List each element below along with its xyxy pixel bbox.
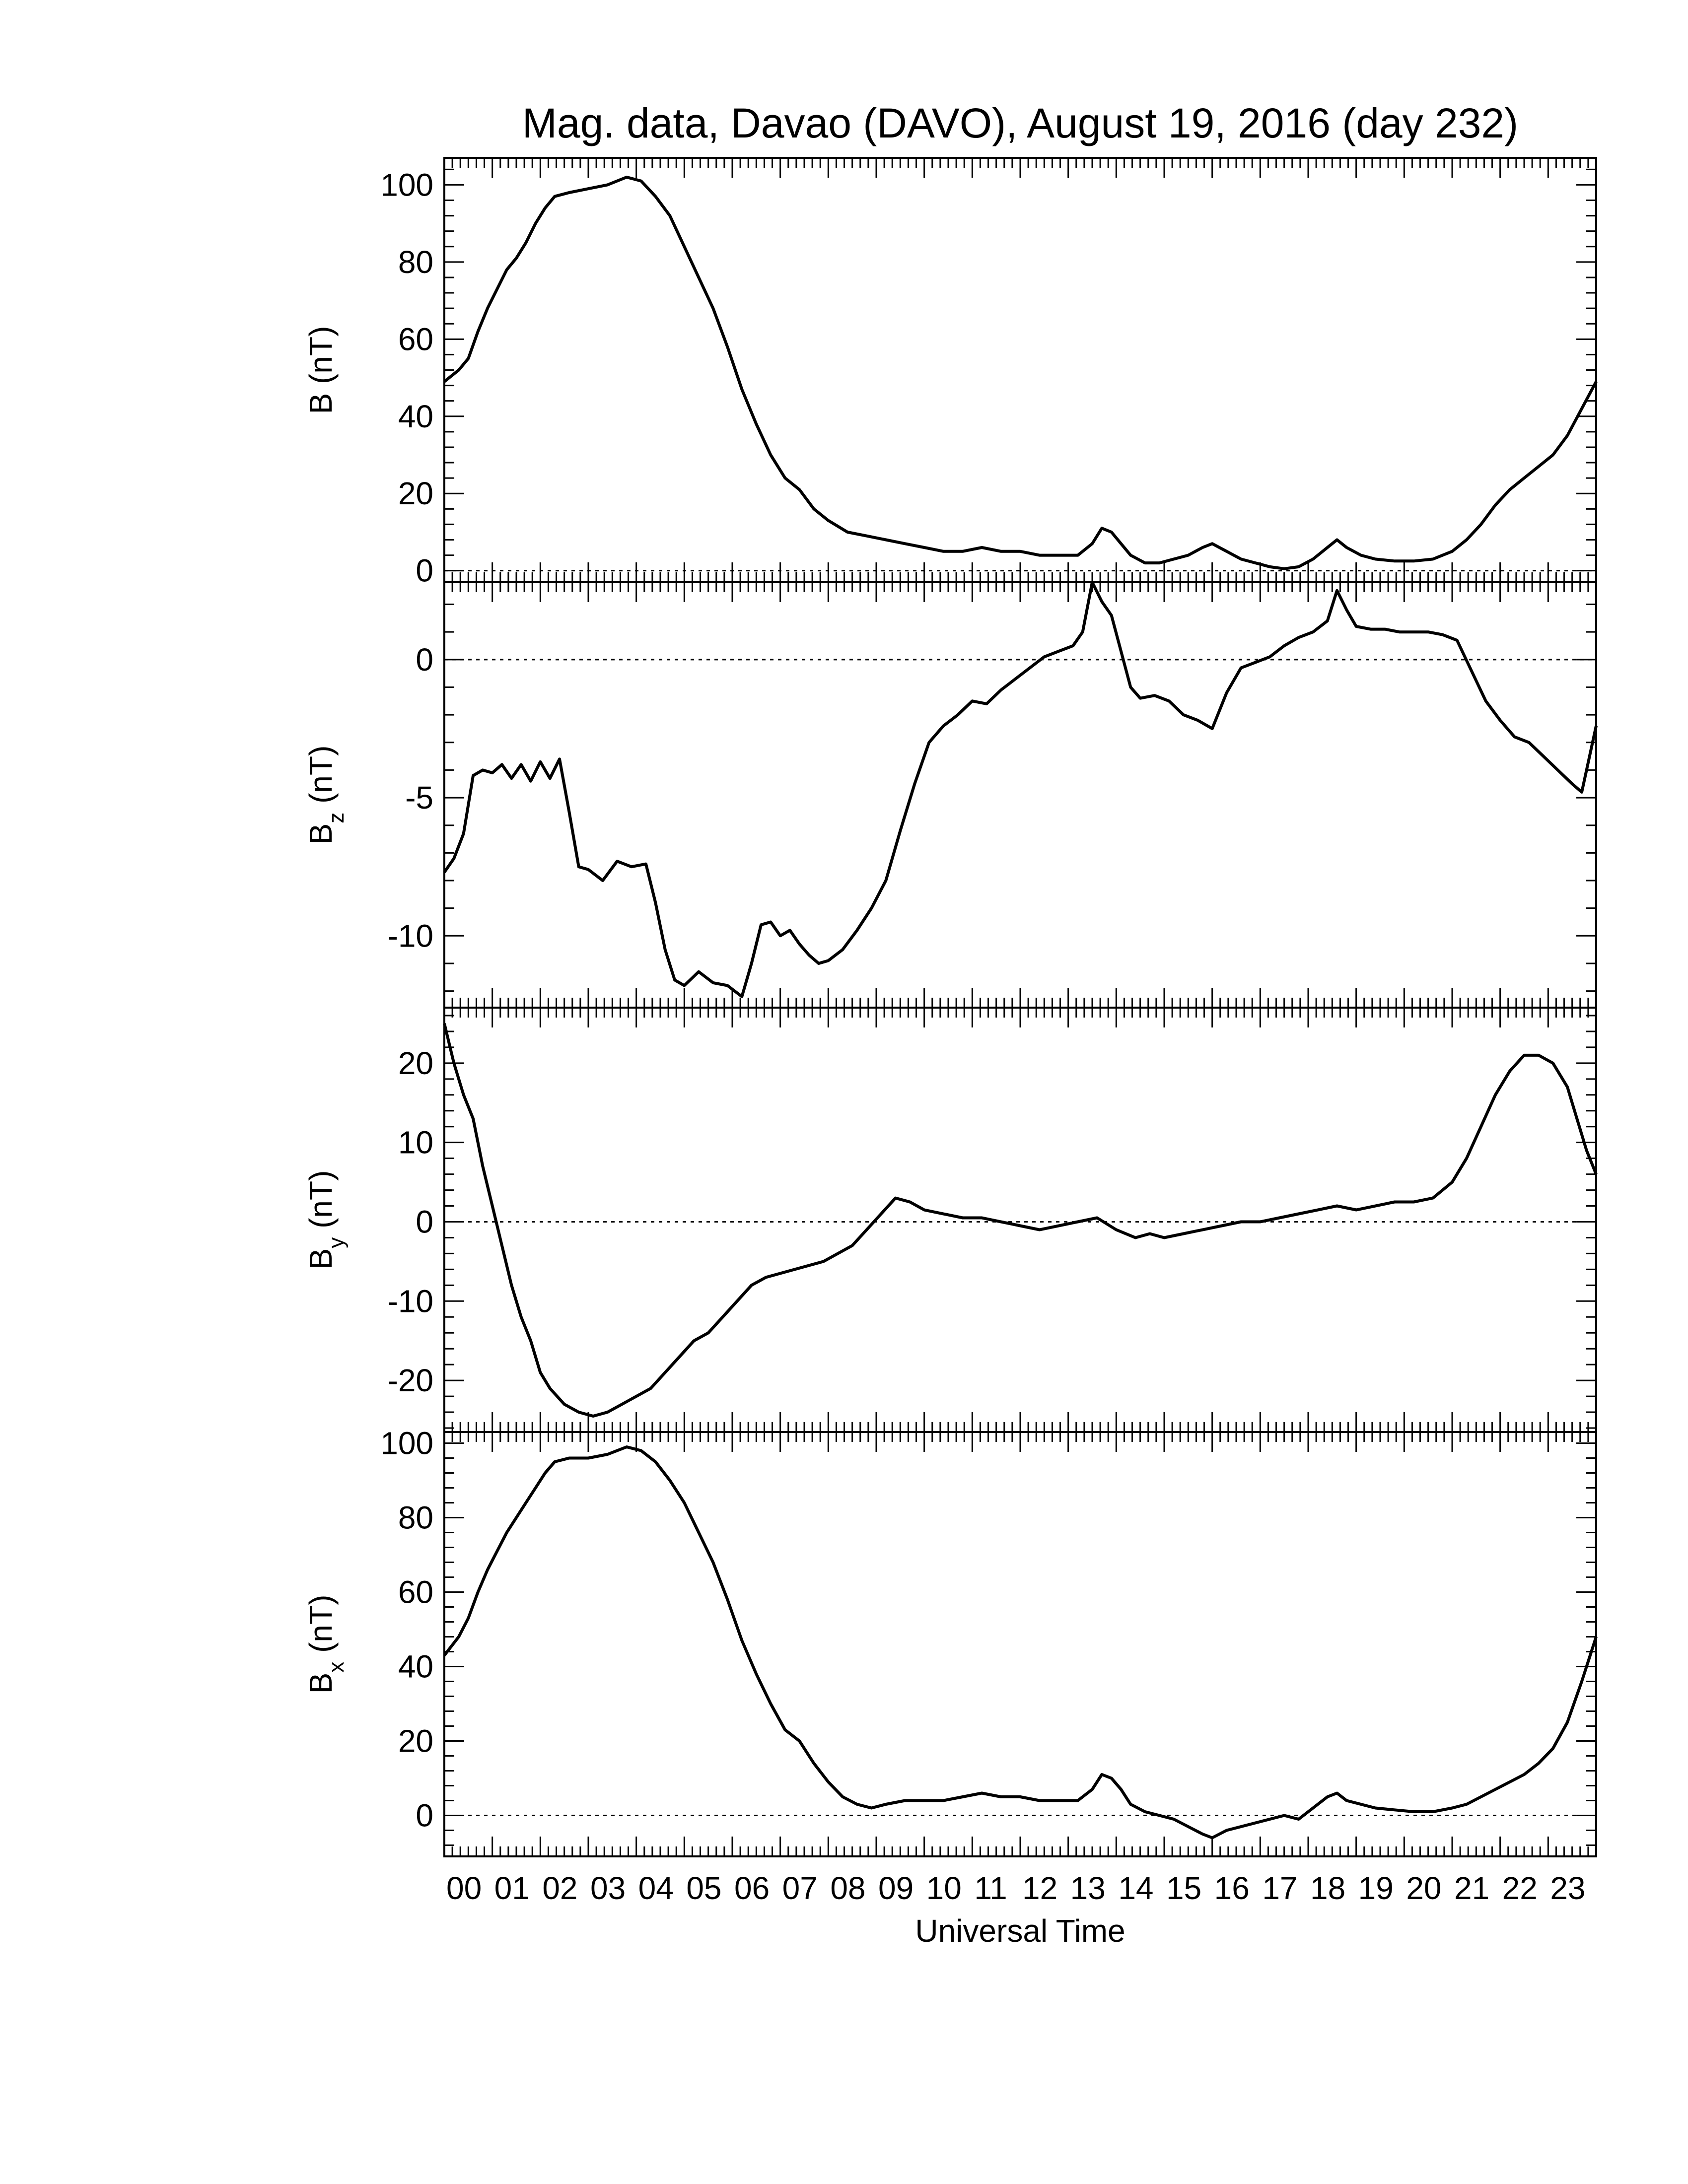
y-tick-label: 20 xyxy=(398,476,433,511)
y-axis-title-main: B xyxy=(303,393,339,414)
x-tick-label: 04 xyxy=(638,1870,674,1906)
y-tick-label: -20 xyxy=(388,1363,434,1398)
x-axis-tick-labels: 00 01 02 03 04 05 06 07 08 09 10 11 12 13 14 15 16 17 18 19… xyxy=(446,1870,1586,1906)
x-tick-label: 07 xyxy=(782,1870,818,1906)
y-axis-title-Bx: Bx (nT) xyxy=(303,1595,349,1694)
y-axis-title-unit: (nT) xyxy=(303,1595,339,1662)
x-axis-title: Universal Time xyxy=(915,1913,1125,1949)
panel-Bx: 0 20 40 60 80 100 Bx (nT) xyxy=(303,1426,1598,1857)
y-tick-label: -10 xyxy=(388,1283,434,1319)
x-tick-label: 12 xyxy=(1022,1870,1057,1906)
y-tick-label: 80 xyxy=(398,1500,433,1536)
y-tick-label: 0 xyxy=(416,553,433,589)
x-tick-label: 20 xyxy=(1406,1870,1441,1906)
x-tick-label: 13 xyxy=(1070,1870,1106,1906)
y-axis-title-unit: (nT) xyxy=(303,746,339,813)
x-tick-label: 00 xyxy=(446,1870,482,1906)
y-tick-label: -5 xyxy=(405,780,433,816)
y-tick-label: -10 xyxy=(388,918,434,954)
chart-title: Mag. data, Davao (DAVO), August 19, 2016… xyxy=(522,100,1518,146)
y-tick-label: 20 xyxy=(398,1045,433,1081)
series-line-By xyxy=(443,1023,1598,1418)
x-tick-label: 19 xyxy=(1358,1870,1394,1906)
series-line-Bx xyxy=(443,1445,1598,1840)
x-tick-label: 22 xyxy=(1502,1870,1538,1906)
y-tick-label: 40 xyxy=(398,399,433,434)
y-tick-label: 100 xyxy=(380,167,433,203)
x-tick-label: 15 xyxy=(1166,1870,1201,1906)
y-axis-title-B: B (nT) xyxy=(303,326,339,414)
y-tick-label: 20 xyxy=(398,1723,433,1759)
y-tick-label: 0 xyxy=(416,1204,433,1239)
panel-B: 0 20 40 60 80 100 B (nT) xyxy=(303,157,1598,589)
y-axis-title-subscript: x xyxy=(324,1662,349,1673)
x-tick-label: 21 xyxy=(1454,1870,1489,1906)
y-axis-title-unit: (nT) xyxy=(303,326,339,393)
x-tick-label: 05 xyxy=(686,1870,721,1906)
y-tick-label: 40 xyxy=(398,1649,433,1685)
y-tick-label: 80 xyxy=(398,244,433,280)
x-tick-label: 17 xyxy=(1262,1870,1297,1906)
y-axis-title-Bz: Bz (nT) xyxy=(303,746,349,845)
series-line-B xyxy=(443,175,1598,570)
x-tick-label: 06 xyxy=(734,1870,770,1906)
y-tick-label: 0 xyxy=(416,642,433,678)
series-line-Bz xyxy=(443,581,1598,998)
y-tick-label: 0 xyxy=(416,1798,433,1834)
y-axis-title-subscript: y xyxy=(324,1237,349,1248)
y-tick-label: 100 xyxy=(380,1426,433,1461)
x-tick-label: 18 xyxy=(1310,1870,1345,1906)
y-axis-title-By: By (nT) xyxy=(303,1170,349,1270)
y-tick-label: 60 xyxy=(398,1574,433,1610)
x-tick-label: 23 xyxy=(1550,1870,1585,1906)
panel-Bz: -10 -5 0 Bz (nT) xyxy=(303,581,1598,1009)
y-axis-title-unit: (nT) xyxy=(303,1170,339,1237)
x-tick-label: 08 xyxy=(830,1870,865,1906)
y-tick-label: 10 xyxy=(398,1125,433,1160)
x-tick-label: 09 xyxy=(878,1870,914,1906)
x-tick-label: 16 xyxy=(1214,1870,1250,1906)
x-tick-label: 02 xyxy=(542,1870,577,1906)
x-tick-label: 03 xyxy=(590,1870,626,1906)
y-axis-title-subscript: z xyxy=(324,813,349,823)
x-tick-label: 11 xyxy=(974,1870,1007,1906)
y-axis-title-main: B xyxy=(303,1248,339,1270)
x-tick-label: 10 xyxy=(926,1870,962,1906)
y-axis-title-main: B xyxy=(303,1673,339,1694)
x-tick-label: 14 xyxy=(1118,1870,1153,1906)
y-tick-label: 60 xyxy=(398,321,433,357)
y-axis-title-main: B xyxy=(303,823,339,845)
x-tick-label: 01 xyxy=(494,1870,530,1906)
